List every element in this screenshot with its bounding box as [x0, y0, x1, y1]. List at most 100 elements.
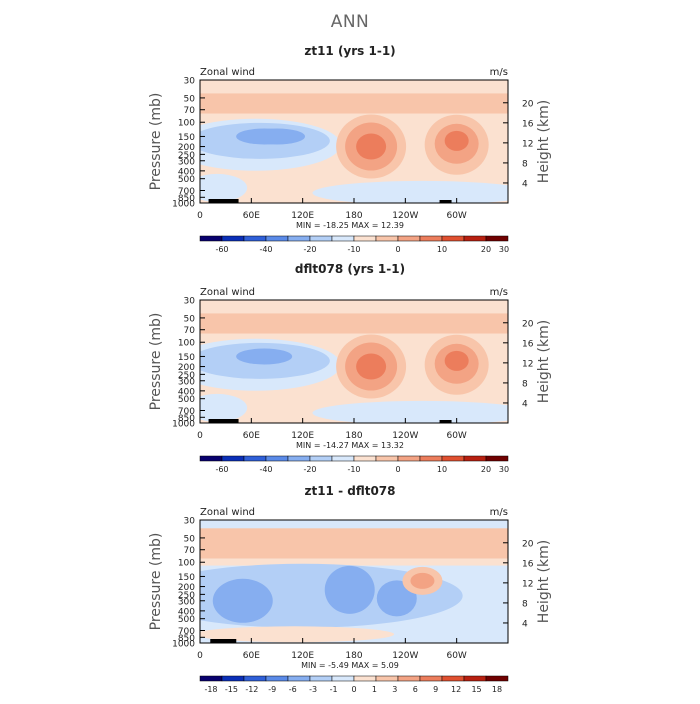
- low-level-positive: [200, 626, 395, 643]
- y-tick-label: 200: [178, 583, 195, 593]
- field-panel-2: [200, 300, 508, 423]
- y-tick-label: 1000: [172, 640, 195, 650]
- topography: [208, 419, 239, 423]
- colorbar-label: -20: [303, 245, 316, 254]
- y-tick-label: 500: [178, 615, 195, 625]
- colorbar-swatch: [397, 235, 421, 242]
- low-level-negative: [200, 393, 248, 422]
- y-tick-label: 70: [184, 326, 196, 336]
- colorbar-swatch: [353, 675, 377, 682]
- colorbar-swatch: [199, 455, 223, 462]
- y-axis-title: Pressure (mb): [148, 533, 164, 631]
- x-tick-label: 180: [345, 651, 362, 661]
- colorbar-swatch: [309, 675, 333, 682]
- y-tick-label: 500: [178, 175, 195, 185]
- min-max-stats: MIN = -14.27 MAX = 13.32: [296, 441, 404, 450]
- jet-core: [356, 353, 387, 380]
- colorbar-swatch: [485, 235, 509, 242]
- colorbar-swatch: [463, 455, 487, 462]
- y-axis-title: Pressure (mb): [148, 313, 164, 411]
- colorbar-swatch: [353, 235, 377, 242]
- y-right-tick-label: 8: [522, 599, 528, 609]
- colorbar-swatch: [441, 675, 465, 682]
- colorbar-swatch: [243, 455, 267, 462]
- y-tick-label: 150: [178, 133, 195, 143]
- colorbar-swatch: [331, 235, 355, 242]
- y-tick-label: 70: [184, 546, 196, 556]
- corner-label-right: m/s: [490, 287, 508, 298]
- colorbar-label: -9: [268, 685, 276, 694]
- colorbar-label: -10: [347, 245, 360, 254]
- colorbar-label: 0: [395, 245, 400, 254]
- x-tick-label: 60E: [243, 211, 260, 221]
- y-tick-label: 100: [178, 559, 195, 569]
- axes-panel-2: dflt078 (yrs 1-1)Zonal wind m/s3050701001…: [148, 262, 552, 474]
- colorbar-swatch: [375, 675, 399, 682]
- y-tick-label: 30: [184, 517, 196, 527]
- y-tick-label: 250: [178, 151, 195, 161]
- x-tick-label: 120E: [291, 651, 314, 661]
- x-tick-label: 60W: [446, 651, 466, 661]
- corner-label-right: m/s: [490, 507, 508, 518]
- chart-title: dflt078 (yrs 1-1): [295, 262, 405, 276]
- field-fill: [200, 300, 508, 423]
- low-level-negative: [312, 180, 508, 203]
- y-tick-label: 850: [178, 414, 195, 424]
- jet-core: [444, 350, 469, 371]
- y-tick-label: 50: [184, 314, 196, 324]
- colorbar-label: 9: [433, 685, 438, 694]
- colorbar-label: 0: [351, 685, 356, 694]
- x-tick-label: 180: [345, 431, 362, 441]
- y-right-tick-label: 8: [522, 379, 528, 389]
- colorbar-label: -20: [303, 465, 316, 474]
- colorbar-swatch: [309, 455, 333, 462]
- y-tick-label: 30: [184, 77, 196, 87]
- positive-core: [410, 572, 435, 589]
- y-right-tick-label: 12: [522, 579, 533, 589]
- y-tick-label: 50: [184, 94, 196, 104]
- stratospheric-easterly-band: [200, 313, 508, 334]
- topography: [439, 200, 452, 203]
- colorbar-swatch: [199, 675, 223, 682]
- colorbar-label: 20: [481, 245, 491, 254]
- y-tick-label: 150: [178, 353, 195, 363]
- y-tick-label: 850: [178, 194, 195, 204]
- y-tick-label: 500: [178, 395, 195, 405]
- y-right-tick-label: 4: [522, 399, 528, 409]
- x-tick-label: 120W: [392, 211, 418, 221]
- colorbar-swatch: [287, 455, 311, 462]
- page-title: ANN: [330, 12, 370, 32]
- y-tick-label: 50: [184, 534, 196, 544]
- colorbar-swatch: [419, 675, 443, 682]
- y-axis-title: Pressure (mb): [148, 93, 164, 191]
- x-tick-label: 60W: [446, 211, 466, 221]
- jet-core: [444, 130, 469, 151]
- y-right-tick-label: 16: [522, 559, 534, 569]
- x-tick-label: 180: [345, 211, 362, 221]
- colorbar-swatch: [419, 455, 443, 462]
- x-tick-label: 60W: [446, 431, 466, 441]
- colorbar-swatch: [375, 455, 399, 462]
- y-right-tick-label: 20: [522, 99, 534, 109]
- y-tick-label: 850: [178, 634, 195, 644]
- colorbar-label: 30: [499, 465, 509, 474]
- y-right-tick-label: 16: [522, 119, 534, 129]
- colorbar-label: 10: [437, 245, 447, 254]
- y-right-tick-label: 4: [522, 619, 528, 629]
- colorbar-swatch: [463, 235, 487, 242]
- colorbar-swatch: [375, 235, 399, 242]
- colorbar-swatch: [353, 455, 377, 462]
- y-tick-label: 300: [178, 597, 195, 607]
- colorbar-label: -60: [215, 465, 228, 474]
- y-tick-label: 150: [178, 573, 195, 583]
- y-right-tick-label: 20: [522, 319, 534, 329]
- stratospheric-easterly-band: [200, 93, 508, 114]
- topography: [210, 639, 237, 643]
- y-tick-label: 200: [178, 143, 195, 153]
- colorbar-label: 20: [481, 465, 491, 474]
- colorbar-label: -15: [225, 685, 238, 694]
- colorbar-label: -3: [309, 685, 317, 694]
